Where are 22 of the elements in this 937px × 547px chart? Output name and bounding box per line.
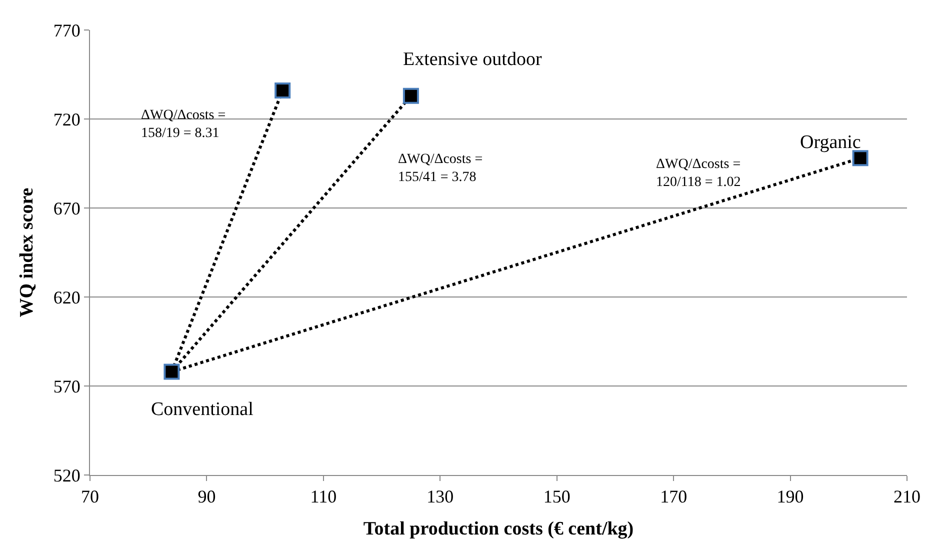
y-tick-label: 570 [53, 376, 80, 396]
y-axis-title: WQ index score [16, 188, 38, 318]
annotation: Conventional [151, 399, 254, 420]
y-tick-label: 670 [53, 198, 80, 218]
annotation: ΔWQ/Δcosts = 158/19 = 8.31 [141, 108, 226, 142]
x-tick-label: 150 [543, 486, 570, 507]
annotation: Extensive outdoor [403, 49, 542, 70]
y-tick-label: 620 [53, 287, 80, 308]
x-tick-label: 110 [310, 486, 337, 507]
y-tick-label: 720 [53, 109, 80, 130]
x-tick-label: 130 [426, 486, 454, 507]
x-tick-label: 70 [81, 486, 99, 507]
x-tick-label: 90 [198, 486, 216, 507]
annotation: ΔWQ/Δcosts = 155/41 = 3.78 [398, 152, 483, 186]
annotation: ΔWQ/Δcosts = 120/118 = 1.02 [656, 157, 741, 190]
annotation: Organic [800, 132, 861, 153]
x-tick-label: 170 [660, 486, 688, 507]
y-tick-label: 770 [53, 20, 80, 40]
x-tick-label: 190 [776, 486, 804, 507]
x-tick-label: 210 [894, 486, 920, 507]
y-tick-label: 520 [53, 465, 80, 486]
x-axis-title: Total production costs (€ cent/kg) [363, 518, 634, 540]
